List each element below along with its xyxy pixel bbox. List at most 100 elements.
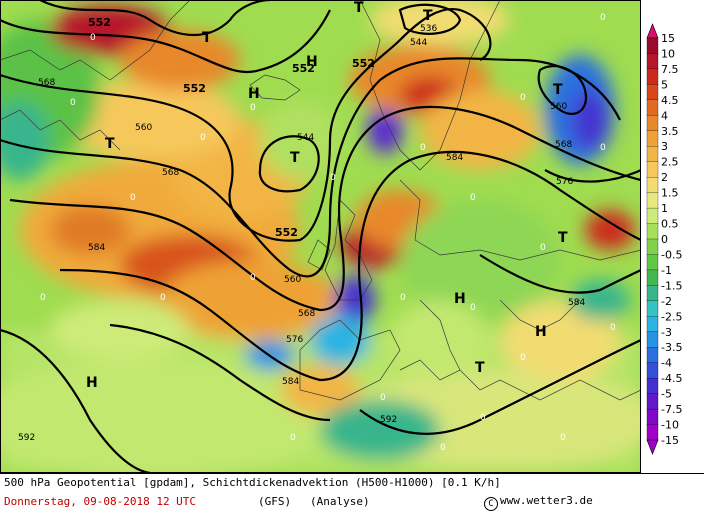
legend-swatch [646,254,659,271]
legend-swatch [646,269,659,287]
legend-label: -1.5 [661,279,682,292]
legend-swatch [646,393,659,410]
contour-labels: 552 552 552 552 552 544 544 536 560 560 … [18,16,585,443]
legend-label: -2 [661,295,672,308]
legend-swatch [646,223,659,240]
svg-text:0: 0 [560,433,566,443]
legend-swatches [646,23,659,455]
svg-text:0: 0 [130,193,136,203]
legend-swatch [646,408,659,426]
copyright-icon: C [484,497,498,511]
legend-label: 5 [661,78,668,91]
low-center: T [105,136,115,152]
contour-label: 592 [380,415,397,425]
legend-swatch [646,378,659,395]
low-center: T [475,360,485,376]
contour-label: 560 [550,102,567,112]
legend-label: 1.5 [661,187,679,200]
contour-label: 552 [183,82,206,95]
svg-text:0: 0 [400,293,406,303]
legend-label: 2 [661,171,668,184]
contour-label: 568 [555,140,572,150]
contour-label: 560 [135,123,152,133]
legend-swatch [646,84,659,101]
legend-swatch [646,207,659,225]
contour-label: 544 [297,133,314,143]
svg-text:0: 0 [470,193,476,203]
low-center: T [558,230,568,246]
legend-swatch [646,424,659,441]
svg-text:0: 0 [610,323,616,333]
legend-swatch [646,316,659,333]
svg-text:0: 0 [70,98,76,108]
legend-label: -4 [661,357,672,370]
contour-label: 552 [275,226,298,239]
svg-text:0: 0 [90,33,96,43]
legend-swatch [646,331,659,348]
legend-label: -15 [661,434,679,447]
contour-label: 568 [162,168,179,178]
high-center: H [86,375,98,391]
model-name: (GFS) [258,495,292,508]
legend-label: 0.5 [661,218,679,231]
legend-label: -10 [661,419,679,432]
legend-label: 3.5 [661,125,679,138]
legend-label: 4.5 [661,94,679,107]
legend-swatch [646,53,659,70]
low-center: T [290,150,300,166]
low-center: T [553,82,563,98]
copyright-link[interactable]: www.wetter3.de [500,494,593,507]
contour-label: 584 [568,298,585,308]
legend-label: -2.5 [661,310,682,323]
contour-label: 552 [88,16,111,29]
legend-swatch [646,115,659,132]
legend-label: 4 [661,109,668,122]
legend-label: -0.5 [661,248,682,261]
low-center: T [202,30,212,46]
svg-text:0: 0 [520,353,526,363]
legend-label: 15 [661,32,675,45]
pressure-centers: T T T T T T T H H H H H [86,0,568,391]
legend-swatch [646,439,659,455]
legend-label: -3 [661,326,672,339]
svg-text:0: 0 [520,93,526,103]
svg-text:0: 0 [290,433,296,443]
color-legend: 15 10 7.5 5 4.5 4 3.5 3 2.5 2 1.5 1 0.5 0 -0.5 -1 -1.5 -2… [641,0,704,473]
contour-label: 584 [88,243,105,253]
high-center: H [454,291,466,307]
weather-map: 0 0 0 0 0 0 0 0 0 0 0 0 0 0 0 0 0 0 0 0 0 0 0 0 552 552 … [0,0,641,473]
svg-text:0: 0 [420,143,426,153]
svg-text:0: 0 [440,443,446,453]
high-center: H [535,324,547,340]
legend-label: 0 [661,233,668,246]
contour-label: 560 [284,275,301,285]
legend-label: 10 [661,47,675,60]
contour-label: 536 [420,24,437,34]
geopotential-contours [0,0,641,473]
legend-label: -3.5 [661,341,682,354]
legend-swatch [646,238,659,256]
valid-time: Donnerstag, 09-08-2018 12 UTC [4,495,197,508]
low-center: T [423,8,433,24]
svg-text:0: 0 [40,293,46,303]
coastlines [0,0,641,401]
legend-swatch [646,130,659,147]
run-type: (Analyse) [310,495,370,508]
legend-swatch [646,347,659,364]
legend-label: 7.5 [661,63,679,76]
contour-label: 584 [446,153,463,163]
contour-label: 544 [410,38,427,48]
legend-label: -4.5 [661,372,682,385]
legend-label: -7.5 [661,403,682,416]
contour-label: 568 [298,309,315,319]
high-center: H [248,86,260,102]
contour-label: 552 [292,62,315,75]
legend-labels: 15 10 7.5 5 4.5 4 3.5 3 2.5 2 1.5 1 0.5 0 -0.5 -1 -1.5 -2… [661,32,682,447]
contour-label: 568 [38,78,55,88]
zero-labels: 0 0 0 0 0 0 0 0 0 0 0 0 0 0 0 0 0 0 0 0 0 0 0 0 [40,13,616,453]
contour-label: 584 [282,377,299,387]
svg-text:0: 0 [330,173,336,183]
map-footer: 500 hPa Geopotential [gpdam], Schichtdic… [0,473,704,513]
low-center: T [354,0,364,16]
